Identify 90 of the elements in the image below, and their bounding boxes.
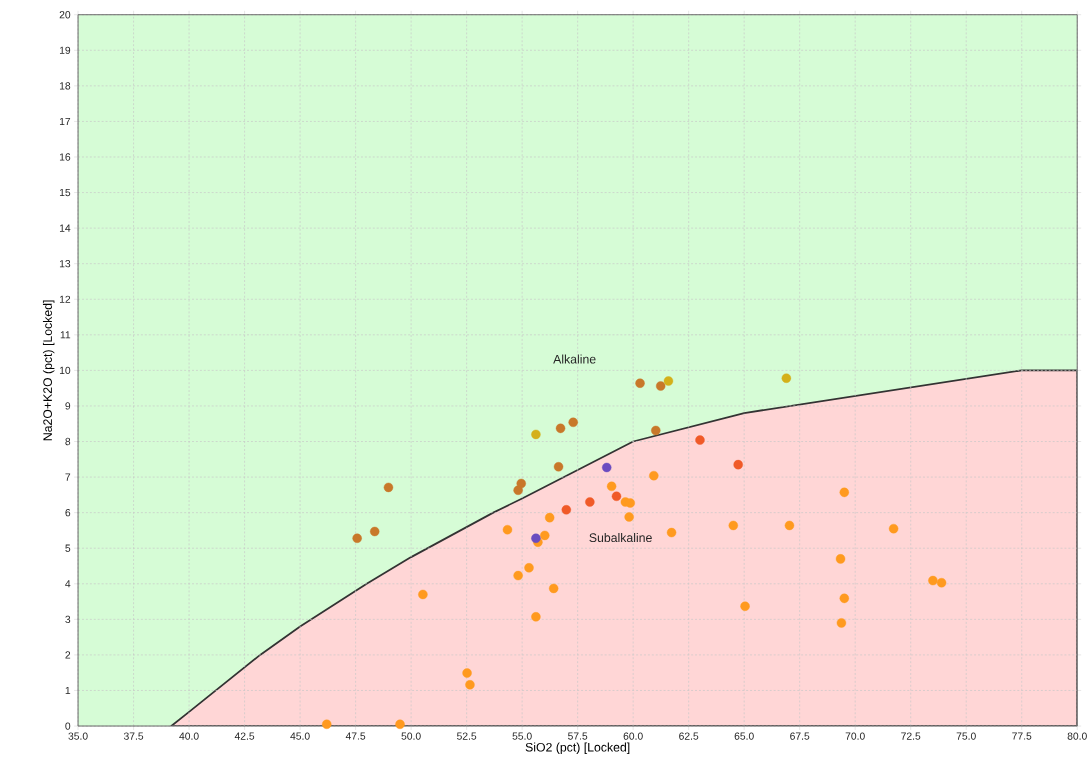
point (928, 575, 938, 586)
point (465, 679, 475, 690)
point (611, 491, 622, 501)
point (781, 373, 792, 383)
point (836, 618, 847, 628)
x-tick-label: 80.0 (1067, 732, 1087, 740)
point (561, 504, 572, 515)
point (663, 376, 674, 386)
x-tick-label: 72.5 (901, 732, 921, 740)
y-tick-label: 1 (65, 686, 71, 694)
y-tick-label: 0 (65, 722, 71, 730)
point (655, 381, 666, 391)
point (548, 583, 559, 594)
point (666, 527, 677, 538)
point (936, 577, 947, 588)
x-tick-label: 40.0 (179, 732, 199, 740)
point (531, 429, 541, 440)
point (649, 470, 659, 481)
y-tick-label: 18 (59, 82, 71, 90)
y-tick-label: 5 (65, 544, 71, 552)
point (740, 601, 750, 611)
x-tick-label: 60.0 (623, 732, 643, 740)
point (383, 482, 394, 492)
point (502, 524, 513, 535)
y-tick-label: 20 (59, 10, 71, 19)
x-tick-label: 77.5 (1012, 732, 1032, 740)
x-tick-label: 65.0 (734, 732, 754, 740)
point (568, 417, 578, 427)
point (352, 533, 362, 543)
x-tick-label: 52.5 (457, 732, 477, 740)
point (553, 461, 564, 472)
point (395, 719, 405, 729)
point (695, 435, 705, 445)
y-tick-label: 14 (59, 224, 71, 232)
x-tick-label: 57.5 (568, 732, 588, 740)
point (602, 462, 612, 473)
x-tick-label: 75.0 (956, 732, 976, 740)
point (888, 523, 899, 534)
y-tick-label: 4 (65, 580, 71, 588)
y-tick-label: 7 (65, 473, 71, 481)
point (624, 512, 634, 522)
point (462, 668, 472, 678)
point (635, 378, 645, 388)
x-tick-label: 42.5 (234, 732, 255, 740)
point (839, 593, 850, 603)
point (733, 459, 743, 470)
point (784, 520, 795, 531)
annotation: Alkaline (553, 354, 596, 364)
point (606, 481, 617, 491)
x-tick-label: 37.5 (123, 732, 144, 740)
annotation: Subalkaline (589, 532, 652, 542)
x-axis-title: SiO2 (pct) [Locked] (525, 742, 630, 754)
point (418, 589, 428, 600)
y-tick-label: 19 (59, 46, 71, 54)
x-tick-label: 62.5 (679, 732, 699, 740)
point (544, 512, 555, 523)
point (513, 570, 523, 581)
point (531, 533, 541, 543)
y-tick-label: 3 (65, 615, 71, 623)
point (322, 719, 332, 729)
y-tick-label: 15 (59, 188, 71, 197)
point (516, 478, 526, 489)
y-tick-label: 10 (59, 366, 71, 374)
point (651, 425, 661, 436)
x-tick-label: 45.0 (290, 732, 310, 740)
x-tick-label: 70.0 (845, 732, 865, 740)
x-tick-label: 35.0 (68, 732, 88, 740)
y-tick-label: 11 (60, 331, 71, 339)
y-tick-label: 17 (59, 117, 71, 125)
point (555, 423, 566, 433)
x-tick-label: 67.5 (790, 732, 810, 740)
point (540, 530, 550, 541)
x-tick-label: 55.0 (512, 732, 532, 740)
y-tick-label: 8 (65, 437, 71, 446)
point (839, 487, 850, 497)
y-tick-label: 9 (65, 402, 71, 410)
y-tick-label: 16 (59, 153, 71, 161)
x-tick-label: 50.0 (401, 732, 421, 740)
point (585, 497, 595, 507)
point (835, 554, 846, 564)
point (524, 562, 534, 573)
y-tick-label: 12 (59, 295, 71, 303)
y-axis-title: Na2O+K2O (pct) [Locked] (42, 300, 55, 441)
y-tick-label: 2 (65, 651, 71, 659)
point (531, 612, 541, 622)
y-tick-label: 6 (65, 508, 71, 517)
x-tick-label: 47.5 (345, 732, 366, 740)
point (728, 520, 739, 531)
y-tick-label: 13 (59, 259, 71, 268)
point (369, 526, 380, 537)
